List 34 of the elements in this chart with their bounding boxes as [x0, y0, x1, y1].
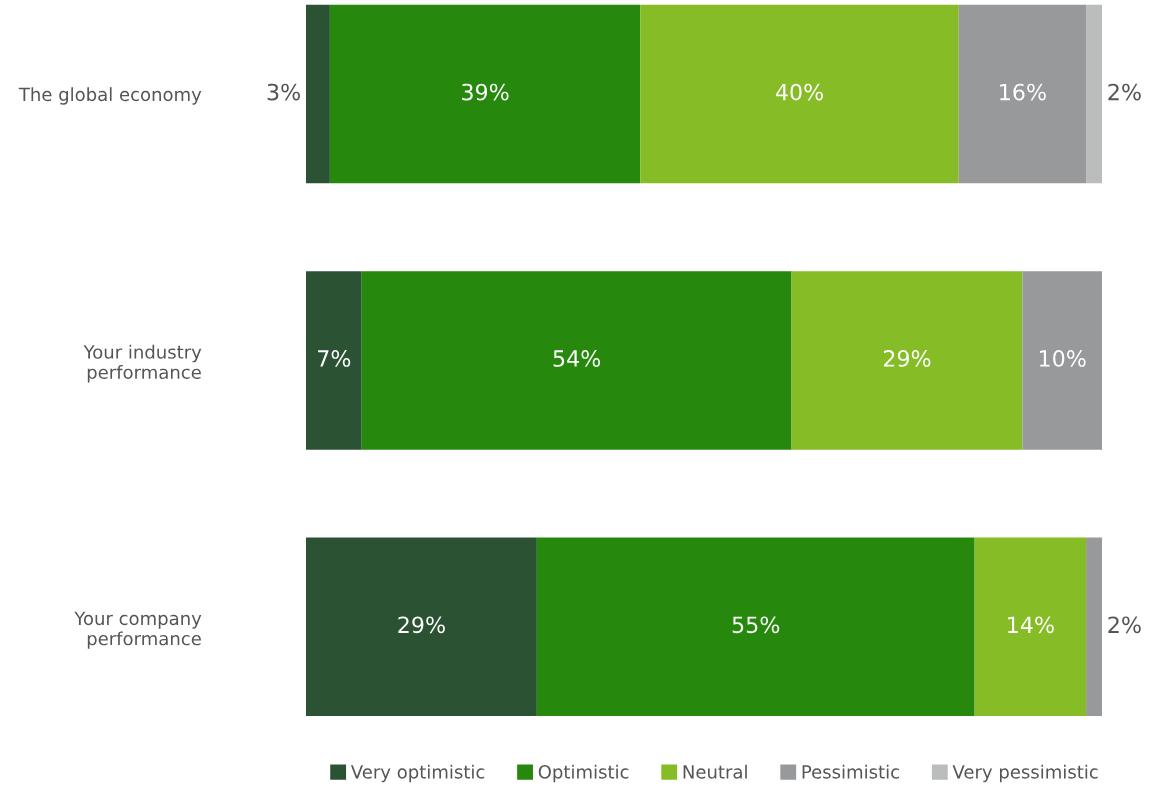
bar [306, 537, 537, 716]
bar [1086, 537, 1102, 716]
data-label: 3% [267, 83, 300, 101]
y-tick-label: The global economy [18, 87, 202, 105]
data-label: 2% [1108, 83, 1141, 101]
legend-label: Pessimistic [802, 764, 899, 779]
data-label: 39% [462, 83, 509, 101]
bar [361, 271, 792, 450]
bar [958, 4, 1087, 184]
data-label: 29% [398, 616, 445, 634]
bar [306, 271, 362, 450]
data-label: 16% [1000, 83, 1046, 101]
data-label: 2% [1108, 616, 1141, 634]
bar [329, 4, 641, 184]
bar [536, 537, 975, 716]
data-label: 40% [775, 83, 823, 101]
legend-label: Optimistic [538, 764, 629, 783]
legend-label: Very pessimistic [952, 764, 1098, 783]
y-tick-label: Your company performance [74, 611, 202, 649]
legend-label: Neutral [683, 764, 747, 779]
data-label: 7% [318, 350, 351, 367]
bar [791, 271, 1023, 450]
data-label: 55% [732, 616, 780, 634]
data-label: 54% [553, 350, 601, 367]
bar [974, 537, 1087, 716]
data-label: 10% [1039, 350, 1086, 367]
legend-label: Very optimistic [350, 764, 485, 783]
bar [1022, 271, 1102, 450]
data-label: 14% [1008, 616, 1054, 634]
y-tick-label: Your industry performance [83, 344, 202, 383]
bar [306, 4, 330, 184]
bar [640, 4, 959, 184]
bar [1086, 4, 1102, 184]
data-label: 29% [883, 350, 931, 367]
